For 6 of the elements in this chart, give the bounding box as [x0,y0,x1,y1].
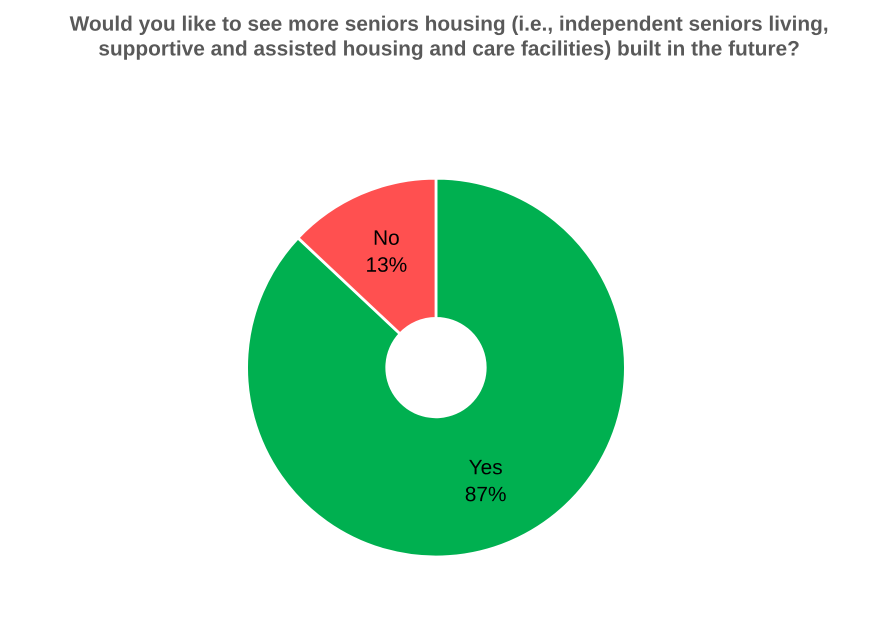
donut-slice [245,176,627,558]
slice-label: No [374,230,399,245]
data-label: 13% [367,257,406,272]
chart-title: Would you like to see more seniors housing (i.e., independent seniors living, supportive and assisted housing and care facilities) built in the future? [70,16,828,60]
slice-label: Yes [469,460,502,474]
data-label: 87% [466,486,506,502]
